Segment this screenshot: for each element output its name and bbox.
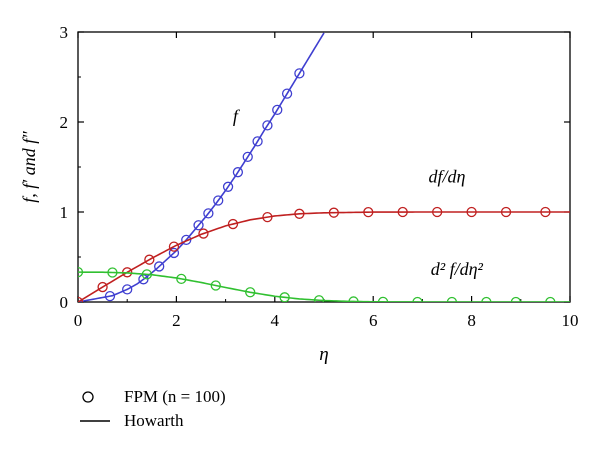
curve-label-d2f: d² f/dη²: [431, 259, 484, 279]
plot-frame: [77, 31, 571, 303]
data-point: [141, 269, 153, 280]
data-point: [397, 206, 408, 218]
y-tick-label: 2: [60, 113, 69, 132]
data-point: [198, 228, 209, 239]
chart: 0 2 4 6 8 10 0 1 2 3 η f, f′ and f″ f df/dη d² f/dη²: [19, 23, 579, 365]
data-point: [272, 104, 283, 115]
data-point: [446, 296, 458, 302]
x-tick-label: 8: [467, 311, 476, 330]
data-point: [279, 292, 290, 302]
data-point: [412, 296, 423, 302]
legend-label-howarth: Howarth: [124, 411, 184, 430]
data-point: [510, 296, 522, 302]
legend-circle-marker: [82, 391, 94, 403]
data-point: [176, 273, 187, 285]
curve-label-f: f: [233, 106, 241, 126]
data-point: [203, 208, 214, 219]
data-point: [313, 295, 325, 302]
data-point: [432, 206, 443, 218]
data-point: [104, 290, 116, 302]
data-point: [193, 220, 204, 231]
x-tick-label: 2: [172, 311, 181, 330]
data-point: [363, 207, 374, 218]
legend-line-marker: [80, 420, 110, 422]
data-point: [377, 296, 389, 302]
data-point: [168, 241, 180, 252]
data-point: [122, 284, 133, 295]
data-point: [500, 206, 512, 218]
series-line-0: [78, 32, 325, 302]
data-point: [144, 254, 155, 265]
data-point: [222, 181, 234, 192]
data-point: [242, 151, 253, 163]
data-point: [294, 68, 305, 79]
data-point: [227, 218, 239, 230]
y-tick-label: 1: [60, 203, 69, 222]
data-point: [281, 88, 293, 99]
data-point: [348, 296, 359, 302]
data-point: [232, 167, 244, 178]
data-point: [210, 280, 221, 291]
data-point: [245, 287, 256, 298]
x-tick-label: 10: [562, 311, 579, 330]
data-point: [481, 296, 492, 302]
y-tick-label: 3: [60, 23, 69, 42]
data-point: [545, 296, 556, 302]
data-point: [213, 195, 224, 206]
data-point: [168, 247, 180, 259]
x-axis-label: η: [319, 344, 328, 365]
y-axis-label: f, f′ and f″: [19, 131, 39, 203]
y-tick-label: 0: [60, 293, 69, 312]
data-point: [328, 207, 339, 218]
data-point: [262, 120, 273, 131]
data-point: [154, 261, 165, 272]
x-tick-label: 0: [74, 311, 83, 330]
curve-label-dfdeta: df/dη: [429, 166, 466, 186]
data-point: [78, 266, 84, 278]
data-point: [466, 206, 477, 218]
x-tick-label: 4: [271, 311, 280, 330]
data-point: [107, 267, 118, 278]
data-point: [294, 208, 305, 219]
data-point: [252, 136, 263, 147]
data-point: [540, 206, 551, 218]
data-point: [97, 281, 108, 293]
series-line-1: [78, 211, 570, 302]
series-line-2: [78, 271, 570, 302]
x-tick-label: 6: [369, 311, 378, 330]
data-point: [181, 234, 192, 246]
data-point: [262, 211, 273, 223]
legend-label-fpm: FPM (n = 100): [124, 387, 226, 406]
data-layer: [78, 32, 570, 302]
